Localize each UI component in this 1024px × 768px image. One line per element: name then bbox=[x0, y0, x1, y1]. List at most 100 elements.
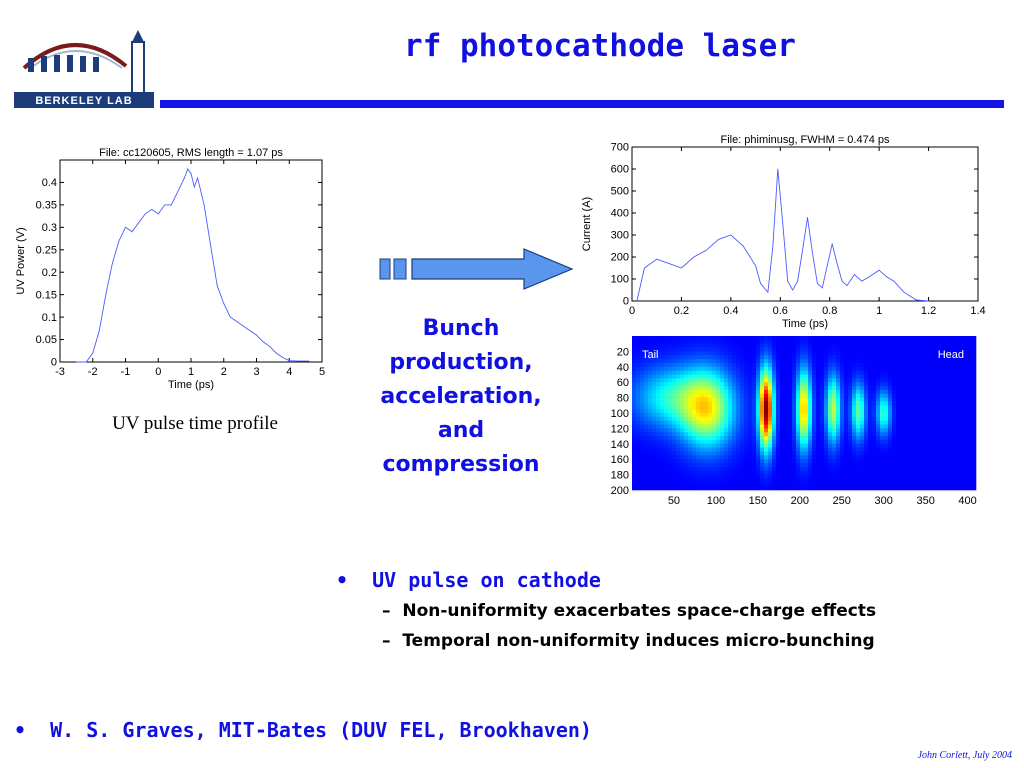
heatmap-cell bbox=[856, 336, 861, 341]
heatmap-cell bbox=[908, 359, 913, 364]
x-tick-label: 1.2 bbox=[921, 305, 936, 317]
heatmap-cell bbox=[676, 382, 681, 387]
heatmap-cell bbox=[916, 447, 921, 452]
heatmap-cell bbox=[636, 432, 641, 437]
heatmap-cell bbox=[680, 459, 685, 464]
heatmap-cell bbox=[836, 401, 841, 406]
heatmap-cell bbox=[636, 374, 641, 379]
heatmap-cell bbox=[800, 401, 805, 406]
heatmap-cell bbox=[832, 420, 837, 425]
heatmap-cell bbox=[844, 482, 849, 487]
heatmap-cell bbox=[688, 401, 693, 406]
heatmap-cell bbox=[688, 339, 693, 344]
heatmap-cell bbox=[952, 397, 957, 402]
heatmap-cell bbox=[920, 420, 925, 425]
heatmap-cell bbox=[940, 413, 945, 418]
heatmap-cell bbox=[712, 336, 717, 341]
heatmap-cell bbox=[676, 443, 681, 448]
heatmap-cell bbox=[780, 428, 785, 433]
heatmap-cell bbox=[900, 466, 905, 472]
heatmap-cell bbox=[708, 455, 713, 460]
heatmap-cell bbox=[716, 401, 721, 406]
heatmap-cell bbox=[700, 378, 705, 383]
heatmap-cell bbox=[764, 389, 769, 395]
heatmap-cell bbox=[896, 386, 901, 391]
heatmap-cell bbox=[888, 439, 893, 445]
heatmap-cell bbox=[880, 370, 885, 375]
heatmap-cell bbox=[700, 466, 705, 472]
heatmap-cell bbox=[912, 362, 917, 368]
heatmap-cell bbox=[752, 397, 757, 402]
heatmap-cell bbox=[708, 351, 713, 356]
heatmap-cell bbox=[780, 366, 785, 371]
heatmap-cell bbox=[724, 393, 729, 398]
heatmap-cell bbox=[816, 397, 821, 402]
heatmap-cell bbox=[760, 486, 765, 491]
heatmap-cell bbox=[808, 482, 813, 487]
heatmap-cell bbox=[804, 424, 809, 429]
heatmap-cell bbox=[708, 478, 713, 483]
heatmap-cell bbox=[804, 416, 809, 421]
heatmap-cell bbox=[920, 374, 925, 379]
heatmap-cell bbox=[776, 343, 781, 348]
data-point bbox=[197, 177, 198, 179]
heatmap-cell bbox=[884, 424, 889, 429]
heatmap-cell bbox=[708, 347, 713, 352]
heatmap-cell bbox=[892, 470, 897, 475]
heatmap-cell bbox=[888, 428, 893, 433]
heatmap-cell bbox=[784, 413, 789, 418]
heatmap-cell bbox=[704, 409, 709, 414]
data-point bbox=[282, 357, 284, 358]
heatmap-cell bbox=[748, 474, 753, 479]
heatmap-cell bbox=[676, 343, 681, 348]
heatmap-cell bbox=[912, 447, 917, 452]
heatmap-cell bbox=[776, 389, 781, 395]
heatmap-cell bbox=[696, 439, 701, 445]
heatmap-cell bbox=[872, 416, 877, 421]
heatmap-cell bbox=[684, 432, 689, 437]
heatmap-cell bbox=[936, 389, 941, 395]
heatmap-cell bbox=[732, 466, 737, 472]
heatmap-cell bbox=[944, 486, 949, 491]
heatmap-cell bbox=[864, 482, 869, 487]
heatmap-cell bbox=[896, 474, 901, 479]
heatmap-cell bbox=[924, 393, 929, 398]
heatmap-cell bbox=[704, 397, 709, 402]
heatmap-cell bbox=[668, 359, 673, 364]
heatmap-cell bbox=[668, 370, 673, 375]
data-point bbox=[249, 330, 251, 331]
heatmap-cell bbox=[756, 343, 761, 348]
heatmap-cell bbox=[800, 474, 805, 479]
heatmap-cell bbox=[780, 347, 785, 352]
heatmap-cell bbox=[856, 401, 861, 406]
heatmap-cell bbox=[960, 486, 965, 491]
heatmap-cell bbox=[868, 432, 873, 437]
heatmap-cell bbox=[832, 470, 837, 475]
heatmap-cell bbox=[940, 463, 945, 468]
heatmap-cell bbox=[700, 389, 705, 395]
heatmap-cell bbox=[808, 428, 813, 433]
series-line bbox=[636, 168, 929, 302]
heatmap-cell bbox=[972, 470, 977, 475]
heatmap-cell bbox=[796, 413, 801, 418]
heatmap-cell bbox=[756, 416, 761, 421]
heatmap-cell bbox=[644, 436, 649, 441]
heatmap-cell bbox=[844, 351, 849, 356]
heatmap-cell bbox=[964, 486, 969, 491]
heatmap-cell bbox=[748, 416, 753, 421]
heatmap-cell bbox=[832, 447, 837, 452]
heatmap-cell bbox=[748, 401, 753, 406]
heatmap-cell bbox=[960, 443, 965, 448]
heatmap-cell bbox=[872, 378, 877, 383]
heatmap-cell bbox=[964, 339, 969, 344]
heatmap-cell bbox=[816, 362, 821, 368]
heatmap-cell bbox=[644, 466, 649, 472]
heatmap-cell bbox=[744, 359, 749, 364]
heatmap-cell bbox=[844, 459, 849, 464]
heatmap-cell bbox=[792, 436, 797, 441]
heatmap-cell bbox=[824, 428, 829, 433]
heatmap-cell bbox=[868, 405, 873, 410]
heatmap-cell bbox=[784, 409, 789, 414]
heatmap-cell bbox=[692, 416, 697, 421]
heatmap-cell bbox=[828, 347, 833, 352]
